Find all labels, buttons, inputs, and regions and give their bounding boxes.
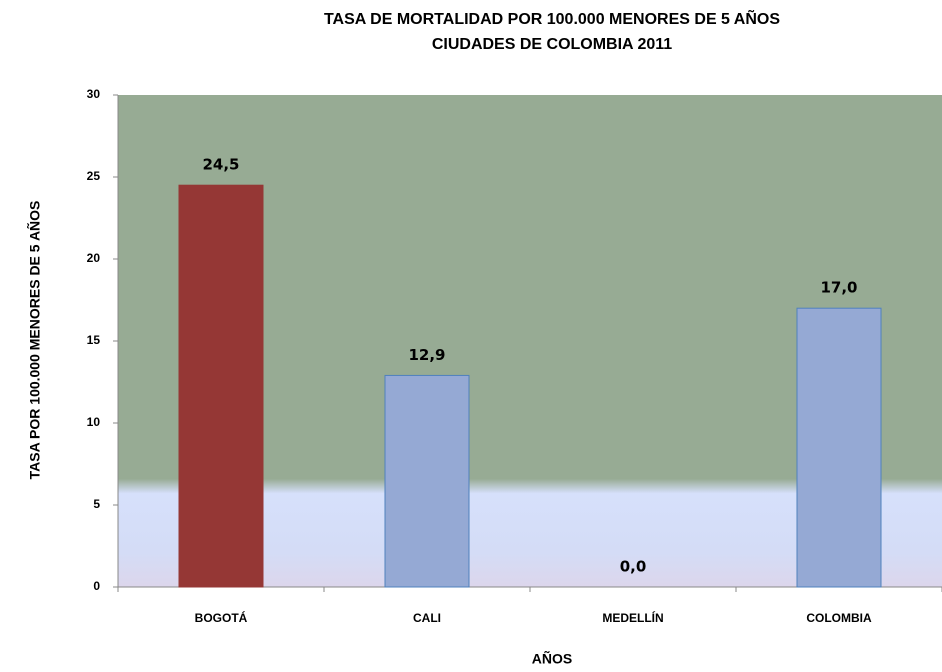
chart-title: TASA DE MORTALIDAD POR 100.000 MENORES D…: [324, 8, 780, 28]
value-label: 0,0: [620, 558, 647, 576]
x-tick-label: CALI: [413, 611, 441, 625]
x-tick-label: MEDELLÍN: [602, 610, 663, 625]
value-label: 17,0: [820, 279, 857, 297]
bar: [796, 307, 882, 588]
x-axis-label: AÑOS: [532, 650, 572, 667]
y-tick-label: 5: [93, 497, 100, 511]
y-tick-label: 15: [87, 333, 101, 347]
x-tick-label: BOGOTÁ: [195, 610, 248, 625]
y-tick-label: 25: [87, 169, 101, 183]
value-label: 24,5: [202, 156, 239, 174]
bar: [178, 184, 264, 588]
chart-subtitle: CIUDADES DE COLOMBIA 2011: [432, 36, 672, 53]
x-tick-label: COLOMBIA: [806, 611, 872, 625]
y-tick-label: 0: [93, 579, 100, 593]
y-tick-label: 20: [87, 251, 101, 265]
y-tick-label: 10: [87, 415, 101, 429]
y-axis-label: TASA POR 100.000 MENORES DE 5 AÑOS: [26, 201, 43, 480]
value-label: 12,9: [408, 346, 445, 364]
bar: [384, 374, 470, 588]
y-tick-label: 30: [87, 87, 101, 101]
